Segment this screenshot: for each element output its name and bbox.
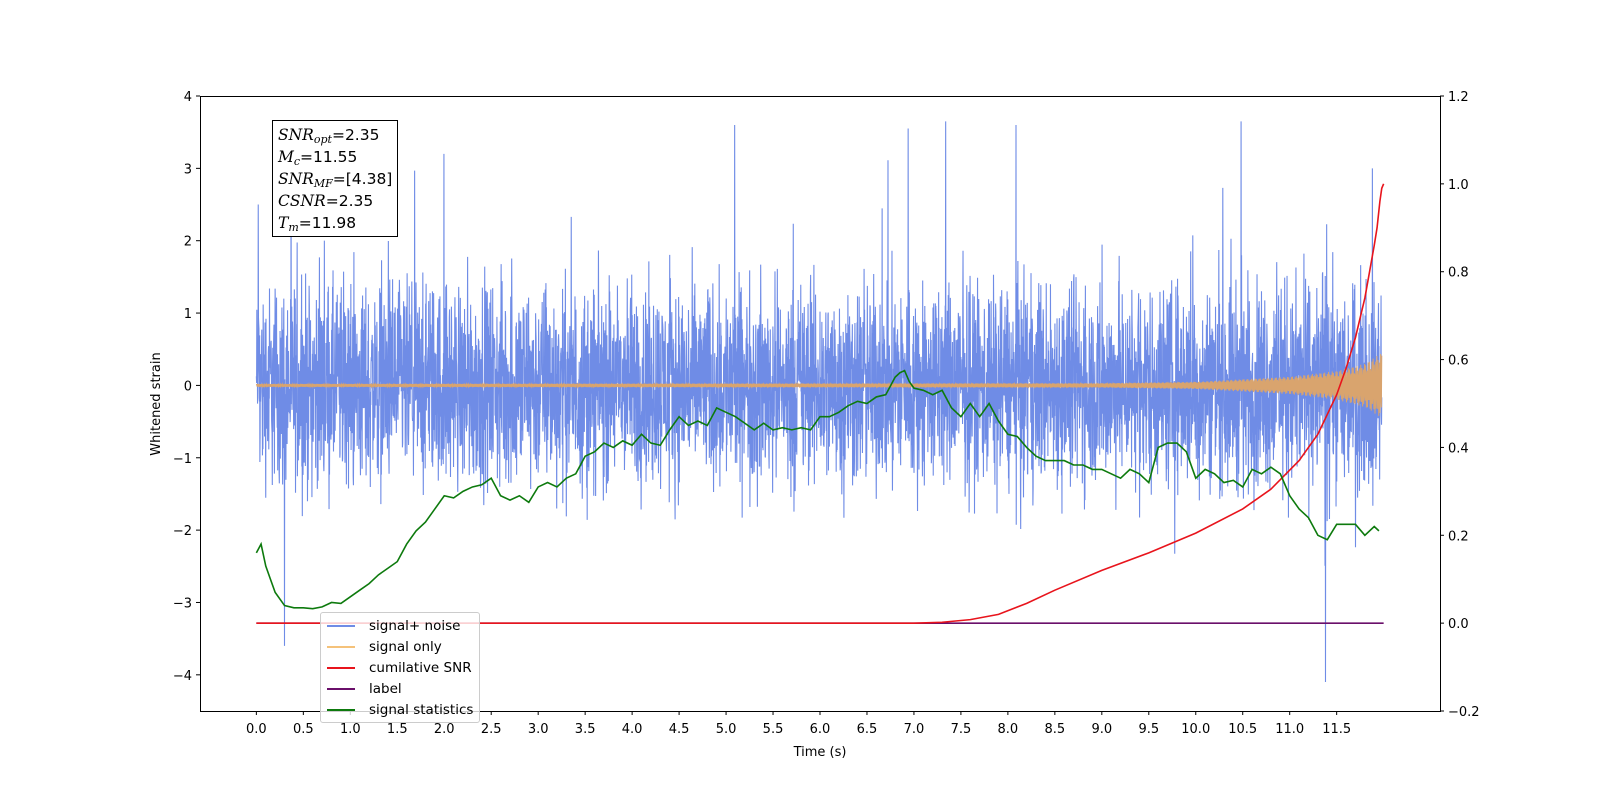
y-tick-label: 0 xyxy=(184,379,192,394)
x-axis-label: Time (s) xyxy=(793,745,847,760)
x-tick-label: 3.0 xyxy=(528,722,549,737)
x-tick-label: 5.0 xyxy=(716,722,737,737)
y2-tick-label: 0.8 xyxy=(1448,266,1469,281)
y-tick-label: 3 xyxy=(184,162,192,177)
x-tick-label: 7.5 xyxy=(951,722,972,737)
y-tick-label: 4 xyxy=(184,90,192,105)
merger-time-annotation: Tm=11.98 xyxy=(278,214,357,234)
y-tick-label: −3 xyxy=(173,596,192,611)
legend: signal+ noise signal only cumilative SNR… xyxy=(320,612,481,723)
x-tick-label: 11.5 xyxy=(1322,722,1351,737)
y2-tick-label: 0.6 xyxy=(1448,354,1469,369)
legend-item-signal-statistics: signal statistics xyxy=(327,699,473,720)
x-tick-label: 0.5 xyxy=(293,722,314,737)
legend-item-signal-noise: signal+ noise xyxy=(327,616,473,637)
x-axis: 0.0 0.5 1.0 1.5 2.0 2.5 3.0 3.5 4.0 4.5 5.0 5.5 6.0 6… xyxy=(246,711,1351,737)
legend-swatch xyxy=(327,646,355,649)
y2-tick-label: 0.2 xyxy=(1448,529,1469,544)
chirp-mass-annotation: Mc=11.55 xyxy=(278,148,358,168)
legend-item-signal-only: signal only xyxy=(327,637,473,658)
y-axis-right: −0.2 0.0 0.2 0.4 0.6 0.8 1.0 1.2 xyxy=(1440,90,1480,720)
x-tick-label: 11.0 xyxy=(1275,722,1304,737)
series-signal-noise xyxy=(255,121,1383,683)
y2-tick-label: 0.4 xyxy=(1448,441,1469,456)
snr-mf-annotation: SNRMF=[4.38] xyxy=(278,170,393,190)
x-tick-label: 6.0 xyxy=(810,722,831,737)
legend-label: label xyxy=(369,680,402,697)
x-tick-label: 10.0 xyxy=(1181,722,1210,737)
legend-swatch xyxy=(327,708,355,711)
legend-label: signal statistics xyxy=(369,701,474,718)
y2-tick-label: −0.2 xyxy=(1448,705,1480,720)
legend-label: cumilative SNR xyxy=(369,659,472,676)
y-axis-left: −4 −3 −2 −1 0 1 2 3 4 xyxy=(173,90,200,684)
legend-swatch xyxy=(327,625,355,628)
y-tick-label: −2 xyxy=(173,524,192,539)
x-tick-label: 9.0 xyxy=(1091,722,1112,737)
y2-tick-label: 1.0 xyxy=(1448,178,1469,193)
x-tick-label: 8.0 xyxy=(998,722,1019,737)
csnr-annotation: CSNR=2.35 xyxy=(278,192,374,210)
series-signal-only xyxy=(255,353,1383,416)
x-tick-label: 1.0 xyxy=(340,722,361,737)
y2-tick-label: 1.2 xyxy=(1448,90,1469,105)
x-tick-label: 2.0 xyxy=(434,722,455,737)
series-cumulative-snr xyxy=(256,183,1385,624)
annotation-box: SNRopt=2.35 Mc=11.55 SNRMF=[4.38] CSNR=2… xyxy=(272,120,399,237)
x-tick-label: 4.0 xyxy=(622,722,643,737)
legend-item-cumulative-snr: cumilative SNR xyxy=(327,658,473,679)
legend-label: signal only xyxy=(369,639,442,656)
snr-opt-annotation: SNRopt=2.35 xyxy=(278,126,380,146)
y-axis-label: Whitened strain xyxy=(149,352,164,455)
plot-area xyxy=(255,121,1385,683)
legend-label: signal+ noise xyxy=(369,618,461,635)
x-tick-label: 1.5 xyxy=(387,722,408,737)
legend-swatch xyxy=(327,687,355,690)
y-tick-label: 1 xyxy=(184,307,192,322)
x-tick-label: 5.5 xyxy=(763,722,784,737)
y-tick-label: −4 xyxy=(173,669,192,684)
x-tick-label: 2.5 xyxy=(481,722,502,737)
legend-swatch xyxy=(327,666,355,669)
x-tick-label: 8.5 xyxy=(1045,722,1066,737)
x-tick-label: 6.5 xyxy=(857,722,878,737)
x-tick-label: 9.5 xyxy=(1138,722,1159,737)
x-tick-label: 10.5 xyxy=(1228,722,1257,737)
y-tick-label: 2 xyxy=(184,235,192,250)
y2-tick-label: 0.0 xyxy=(1448,617,1469,632)
x-tick-label: 3.5 xyxy=(575,722,596,737)
x-tick-label: 4.5 xyxy=(669,722,690,737)
x-tick-label: 0.0 xyxy=(246,722,267,737)
y-tick-label: −1 xyxy=(173,452,192,467)
legend-item-label: label xyxy=(327,678,473,699)
series-signal-statistics xyxy=(255,369,1380,610)
x-tick-label: 7.0 xyxy=(904,722,925,737)
